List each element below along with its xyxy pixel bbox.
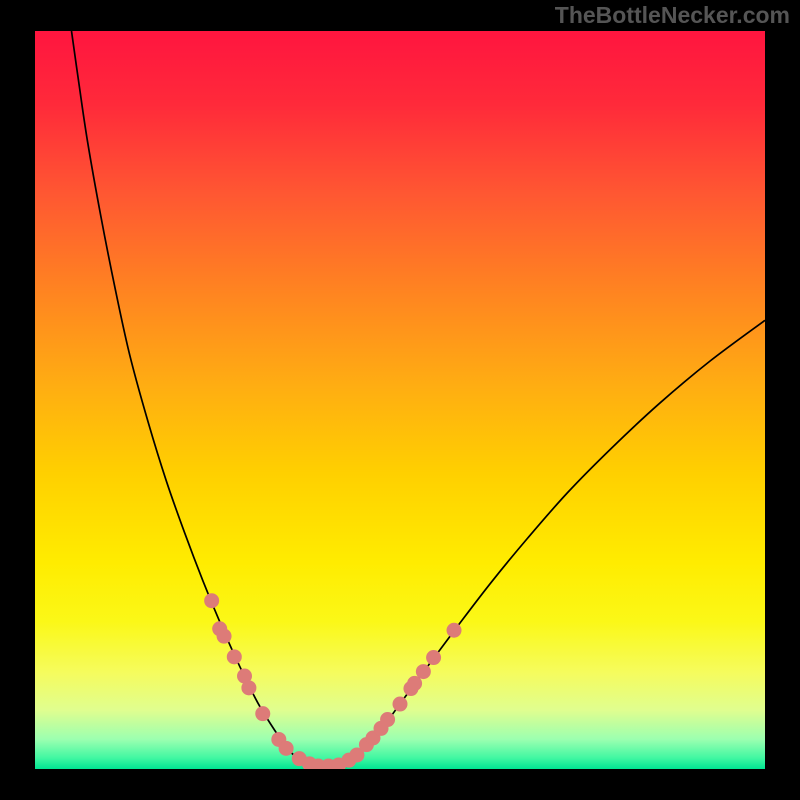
marker-right xyxy=(380,712,395,727)
watermark-label: TheBottleNecker.com xyxy=(555,2,790,29)
plot-background xyxy=(35,31,765,769)
marker-left xyxy=(255,706,270,721)
marker-left xyxy=(217,629,232,644)
bottleneck-chart xyxy=(35,31,765,769)
marker-right xyxy=(447,623,462,638)
marker-left xyxy=(204,593,219,608)
marker-right xyxy=(426,650,441,665)
chart-frame: TheBottleNecker.com xyxy=(0,0,800,800)
marker-left xyxy=(227,649,242,664)
marker-left xyxy=(241,680,256,695)
marker-left xyxy=(279,741,294,756)
marker-right xyxy=(416,664,431,679)
marker-right xyxy=(393,697,408,712)
